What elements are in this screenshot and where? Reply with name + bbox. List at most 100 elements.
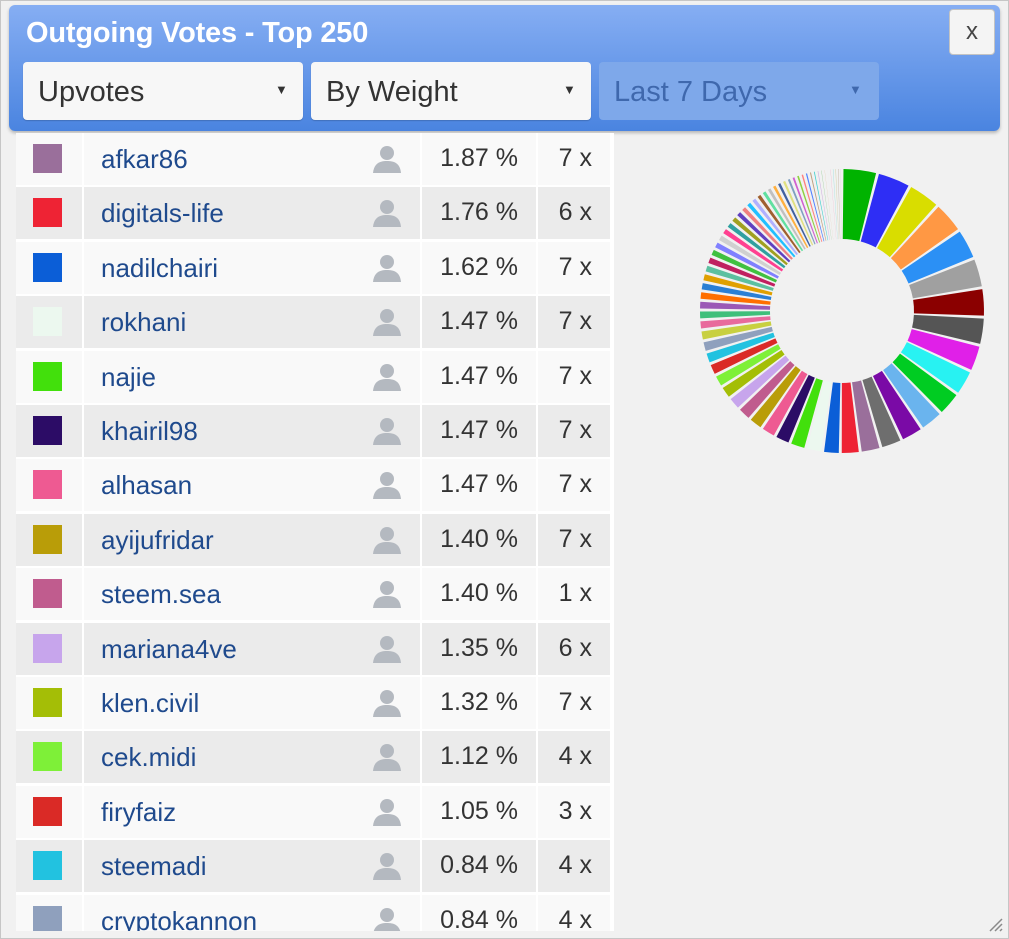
donut-slice[interactable] xyxy=(841,382,859,453)
donut-slice[interactable] xyxy=(824,170,834,240)
table-row[interactable]: afkar86 1.87 % 7 x xyxy=(16,133,610,185)
donut-slice[interactable] xyxy=(912,314,984,344)
table-row[interactable]: nadilchairi 1.62 % 7 x xyxy=(16,241,610,294)
donut-slice[interactable] xyxy=(909,259,982,299)
table-row[interactable]: klen.civil 1.32 % 7 x xyxy=(16,677,610,729)
donut-slice[interactable] xyxy=(737,212,791,263)
donut-slice[interactable] xyxy=(872,370,921,440)
donut-slice[interactable] xyxy=(827,169,835,240)
voter-link[interactable]: ayijufridar xyxy=(101,524,214,555)
voter-link[interactable]: klen.civil xyxy=(101,688,200,718)
donut-slice[interactable] xyxy=(719,235,781,276)
sort-select[interactable]: By Weight ▼ xyxy=(311,62,591,120)
user-icon[interactable] xyxy=(371,415,403,447)
user-icon[interactable] xyxy=(371,578,403,610)
vote-type-select[interactable]: Upvotes ▼ xyxy=(23,62,303,120)
donut-slice[interactable] xyxy=(797,175,821,243)
donut-slice[interactable] xyxy=(901,231,974,284)
donut-slice[interactable] xyxy=(732,217,788,266)
donut-slice[interactable] xyxy=(913,289,984,316)
table-row[interactable]: cek.midi 1.12 % 4 x xyxy=(16,731,610,784)
donut-slice[interactable] xyxy=(892,353,957,413)
user-icon[interactable] xyxy=(371,796,403,828)
voter-link[interactable]: digitals-life xyxy=(101,198,224,229)
donut-slice[interactable] xyxy=(762,370,808,436)
donut-slice[interactable] xyxy=(783,180,814,246)
user-icon[interactable] xyxy=(371,252,403,284)
donut-slice[interactable] xyxy=(710,338,778,374)
table-row[interactable]: alhasan 1.47 % 7 x xyxy=(16,459,610,512)
donut-slice[interactable] xyxy=(835,169,839,240)
donut-slice[interactable] xyxy=(840,169,842,240)
donut-slice[interactable] xyxy=(700,292,771,305)
donut-slice[interactable] xyxy=(705,265,774,291)
voter-link[interactable]: alhasan xyxy=(101,470,193,501)
user-icon[interactable] xyxy=(371,361,403,393)
donut-slice[interactable] xyxy=(792,177,818,244)
donut-slice[interactable] xyxy=(907,329,980,370)
donut-slice[interactable] xyxy=(701,321,772,340)
donut-slice[interactable] xyxy=(716,344,781,386)
donut-slice[interactable] xyxy=(883,363,940,428)
votes-table[interactable]: afkar86 1.87 % 7 x digitals-life 1.76 % 6 x na… xyxy=(16,133,614,931)
voter-link[interactable]: steem.sea xyxy=(101,579,221,610)
donut-slice[interactable] xyxy=(730,355,790,408)
donut-slice[interactable] xyxy=(752,198,798,256)
donut-slice[interactable] xyxy=(700,301,771,310)
table-row[interactable]: steem.sea 1.40 % 1 x xyxy=(16,568,610,621)
voter-link[interactable]: steemadi xyxy=(101,851,207,882)
voter-link[interactable]: rokhani xyxy=(101,307,187,338)
user-icon[interactable] xyxy=(371,687,403,719)
close-button[interactable]: x xyxy=(949,9,995,55)
user-icon[interactable] xyxy=(371,850,403,882)
donut-slice[interactable] xyxy=(817,171,830,241)
voter-link[interactable]: cryptokannon xyxy=(101,905,258,931)
donut-slice[interactable] xyxy=(773,185,809,249)
donut-slice[interactable] xyxy=(787,178,816,245)
donut-slice[interactable] xyxy=(757,194,801,254)
donut-slice[interactable] xyxy=(791,378,823,448)
donut-slice[interactable] xyxy=(715,242,779,279)
table-row[interactable]: mariana4ve 1.35 % 6 x xyxy=(16,622,610,675)
user-icon[interactable] xyxy=(371,741,403,773)
donut-slice[interactable] xyxy=(809,172,827,241)
donut-slice[interactable] xyxy=(762,191,804,252)
donut-slice[interactable] xyxy=(842,169,877,242)
donut-slice[interactable] xyxy=(700,311,771,319)
donut-slice[interactable] xyxy=(890,206,959,270)
voter-link[interactable]: firyfaiz xyxy=(101,796,177,827)
donut-slice[interactable] xyxy=(700,316,771,329)
donut-slice[interactable] xyxy=(723,229,784,272)
user-icon[interactable] xyxy=(371,306,403,338)
user-icon[interactable] xyxy=(371,524,403,556)
donut-slice[interactable] xyxy=(862,376,901,448)
user-icon[interactable] xyxy=(371,633,403,665)
donut-slice[interactable] xyxy=(722,350,785,397)
donut-slice[interactable] xyxy=(750,366,801,428)
donut-slice[interactable] xyxy=(807,380,832,452)
donut-slice[interactable] xyxy=(701,283,772,301)
table-row[interactable]: najie 1.47 % 7 x xyxy=(16,350,610,403)
donut-slice[interactable] xyxy=(739,361,795,418)
donut-slice[interactable] xyxy=(824,382,841,453)
donut-slice[interactable] xyxy=(703,274,773,296)
donut-slice[interactable] xyxy=(860,173,909,248)
voter-link[interactable]: afkar86 xyxy=(101,144,188,174)
donut-slice[interactable] xyxy=(852,380,880,452)
donut-slice[interactable] xyxy=(821,170,832,240)
donut-slice[interactable] xyxy=(900,342,970,393)
donut-slice[interactable] xyxy=(727,223,786,269)
voter-link[interactable]: cek.midi xyxy=(101,742,197,773)
voter-link[interactable]: nadilchairi xyxy=(101,252,219,283)
donut-slice[interactable] xyxy=(708,257,776,287)
donut-slice[interactable] xyxy=(711,249,777,283)
voter-link[interactable]: najie xyxy=(101,361,156,392)
donut-slice[interactable] xyxy=(703,326,773,351)
donut-slice[interactable] xyxy=(877,186,937,258)
resize-grip-icon[interactable] xyxy=(986,915,1004,933)
donut-slice[interactable] xyxy=(832,169,838,240)
table-row[interactable]: digitals-life 1.76 % 6 x xyxy=(16,187,610,240)
user-icon[interactable] xyxy=(371,469,403,501)
donut-slice[interactable] xyxy=(813,171,829,241)
user-icon[interactable] xyxy=(371,143,403,175)
